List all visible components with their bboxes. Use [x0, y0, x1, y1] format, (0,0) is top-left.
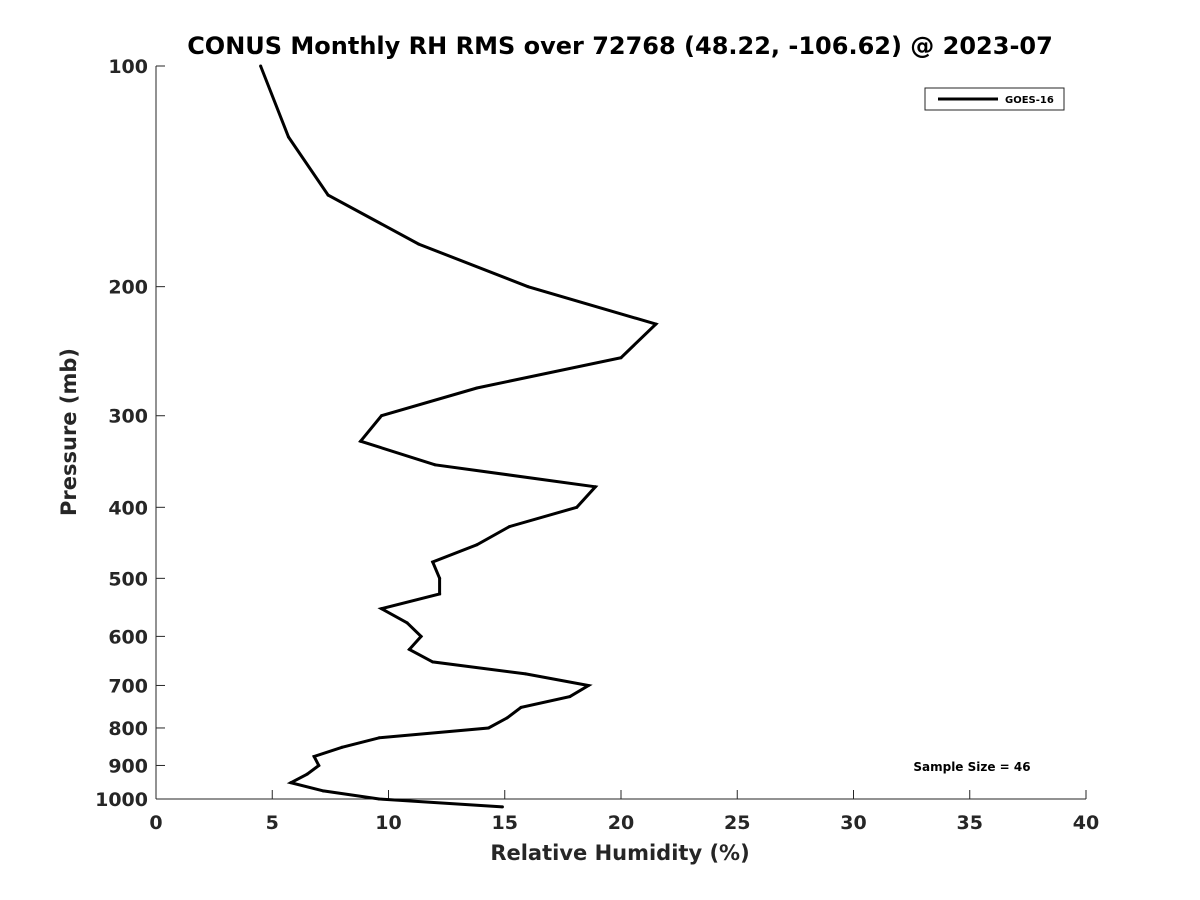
data-point	[419, 634, 423, 638]
y-tick-label: 500	[108, 568, 148, 590]
data-point	[340, 745, 344, 749]
x-tick-label: 0	[149, 812, 162, 834]
sample-size-annotation: Sample Size = 46	[913, 760, 1030, 774]
data-point	[407, 647, 411, 651]
data-point	[593, 485, 597, 489]
data-point	[654, 322, 658, 326]
data-point	[438, 576, 442, 580]
y-tick-label: 300	[108, 406, 148, 428]
data-point	[526, 285, 530, 289]
legend-entry-goes-16: GOES-16	[1005, 95, 1054, 106]
data-point	[507, 525, 511, 529]
y-axis-ticks: 100 200 300 400 500 600 700 800 900 1000	[95, 56, 165, 811]
x-tick-label: 40	[1073, 812, 1099, 834]
data-point	[417, 242, 421, 246]
plot-area: 0 5 10 15 20 25 30 35 40 100 200 300 400 500 600 700 80…	[95, 56, 1099, 834]
data-point	[475, 386, 479, 390]
data-point	[377, 797, 381, 801]
x-tick-label: 30	[840, 812, 866, 834]
y-tick-label: 900	[108, 755, 148, 777]
data-point	[321, 789, 325, 793]
data-point	[619, 356, 623, 360]
x-axis-label: Relative Humidity (%)	[490, 841, 749, 865]
series-line-goes-16	[259, 65, 659, 809]
y-tick-label: 100	[108, 56, 148, 78]
legend: GOES-16	[924, 87, 1065, 111]
data-point	[586, 683, 590, 687]
data-point	[519, 705, 523, 709]
x-tick-label: 10	[375, 812, 401, 834]
data-point	[568, 695, 572, 699]
data-point	[433, 463, 437, 467]
x-tick-label: 35	[957, 812, 983, 834]
y-tick-label: 200	[108, 277, 148, 299]
data-point	[312, 754, 316, 758]
chart-title: CONUS Monthly RH RMS over 72768 (48.22, …	[187, 32, 1053, 60]
data-point	[289, 781, 293, 785]
data-point	[305, 772, 309, 776]
data-point	[524, 672, 528, 676]
x-tick-label: 5	[266, 812, 279, 834]
data-point	[259, 64, 263, 68]
data-point	[505, 716, 509, 720]
data-point	[438, 592, 442, 596]
data-point	[377, 736, 381, 740]
data-point	[486, 726, 490, 730]
y-tick-label: 800	[108, 718, 148, 740]
data-point	[380, 414, 384, 418]
data-point	[405, 621, 409, 625]
y-tick-label: 600	[108, 626, 148, 648]
data-point	[317, 763, 321, 767]
y-tick-label: 400	[108, 497, 148, 519]
data-point	[359, 439, 363, 443]
data-point	[380, 607, 384, 611]
data-point	[326, 193, 330, 197]
data-point	[287, 135, 291, 139]
y-axis-label: Pressure (mb)	[57, 348, 81, 516]
x-tick-label: 20	[608, 812, 634, 834]
data-point	[431, 660, 435, 664]
y-tick-label: 700	[108, 675, 148, 697]
data-point	[431, 560, 435, 564]
data-point	[500, 805, 504, 809]
data-point	[575, 505, 579, 509]
series-layer	[259, 64, 659, 809]
x-tick-label: 15	[492, 812, 518, 834]
data-point	[475, 543, 479, 547]
y-tick-label: 1000	[95, 789, 148, 811]
x-axis-ticks: 0 5 10 15 20 25 30 35 40	[149, 790, 1099, 834]
x-tick-label: 25	[724, 812, 750, 834]
